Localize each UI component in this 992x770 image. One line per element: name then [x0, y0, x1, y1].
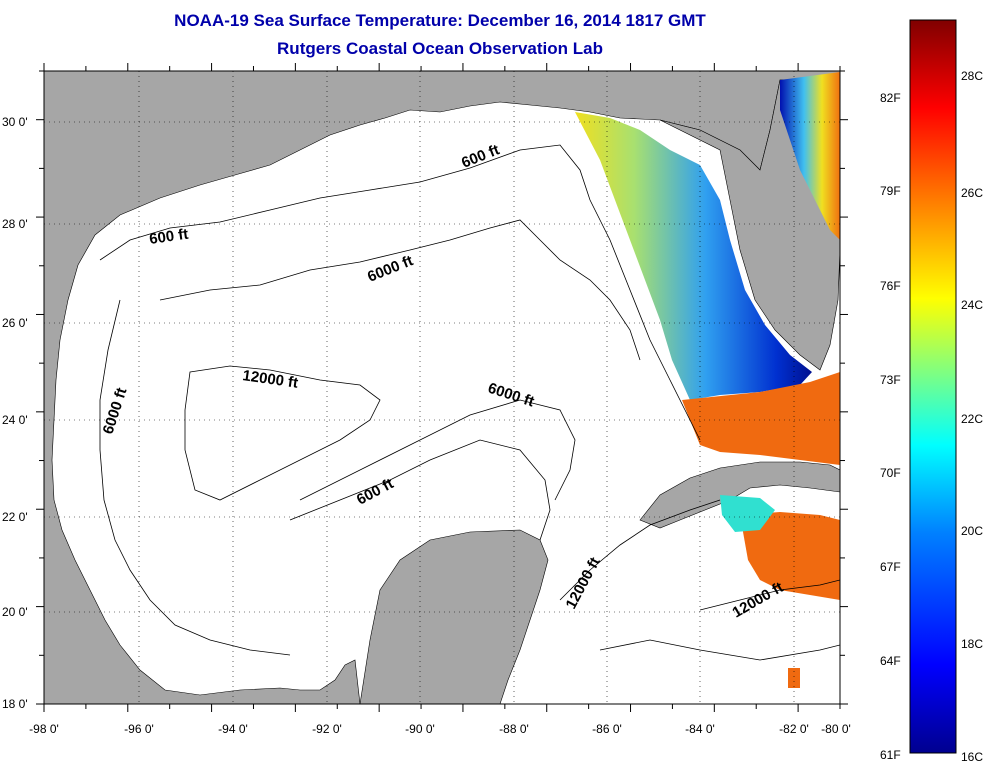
land-us-mexico — [44, 71, 840, 704]
map-frame — [43, 70, 841, 705]
contour-12000ft — [184, 365, 381, 501]
cb-f-61: 61F — [880, 748, 901, 762]
lon-label-86: -86 0' — [592, 722, 622, 736]
contour-caribbean-deep — [599, 639, 840, 661]
map-subtitle: Rutgers Coastal Ocean Observation Lab — [277, 39, 603, 58]
map-area: 600 ft 600 ft 600 ft 6000 ft 6000 ft 600… — [44, 71, 840, 704]
cb-f-76: 76F — [880, 279, 901, 293]
lat-label-20: 20 0' — [2, 605, 28, 619]
lat-label-22: 22 0' — [2, 510, 28, 524]
contour-label-600-b: 600 ft — [148, 226, 189, 248]
contour-600ft-south — [289, 439, 551, 541]
lat-label-30: 30 0' — [2, 115, 28, 129]
bathymetry-contours — [99, 144, 840, 661]
contour-12000ft-east — [559, 499, 721, 601]
cb-c-22: 22C — [961, 412, 983, 426]
graticule — [44, 71, 840, 704]
lon-label-96: -96 0' — [124, 722, 154, 736]
cb-c-28: 28C — [961, 69, 983, 83]
cb-f-67: 67F — [880, 560, 901, 574]
sst-atlantic — [780, 72, 840, 240]
cb-c-24: 24C — [961, 298, 983, 312]
cb-f-82: 82F — [880, 91, 901, 105]
sst-caribbean-warm — [740, 512, 840, 600]
lat-label-26: 26 0' — [2, 316, 28, 330]
sst-caribbean-cool — [720, 495, 775, 532]
contour-6000ft-west — [99, 299, 291, 656]
contour-6000ft-north — [159, 219, 641, 361]
longitude-labels: -98 0' -96 0' -94 0' -92 0' -90 0' -88 0… — [29, 722, 851, 736]
cb-f-64: 64F — [880, 654, 901, 668]
lon-label-94: -94 0' — [218, 722, 248, 736]
cb-f-73: 73F — [880, 373, 901, 387]
lon-label-98: -98 0' — [29, 722, 59, 736]
contour-600ft-north — [99, 144, 701, 441]
axis-ticks — [36, 63, 848, 712]
cb-f-70: 70F — [880, 466, 901, 480]
colorbar-fahrenheit-labels: 82F 79F 76F 73F 70F 67F 64F 61F — [880, 91, 901, 762]
lat-label-18: 18 0' — [2, 697, 28, 711]
lon-label-90: -90 0' — [405, 722, 435, 736]
lon-label-92: -92 0' — [312, 722, 342, 736]
latitude-labels: 30 0' 28 0' 26 0' 24 0' 22 0' 20 0' 18 0… — [2, 115, 28, 711]
cb-c-16: 16C — [961, 750, 983, 764]
cb-f-79: 79F — [880, 184, 901, 198]
map-title: NOAA-19 Sea Surface Temperature: Decembe… — [174, 11, 706, 30]
lon-label-82: -82 0' — [779, 722, 809, 736]
lat-label-24: 24 0' — [2, 413, 28, 427]
colorbar-celsius-labels: 28C 26C 24C 22C 20C 18C 16C — [961, 69, 983, 764]
sst-straits-warm — [682, 372, 840, 465]
cb-c-26: 26C — [961, 186, 983, 200]
colorbar — [909, 19, 957, 754]
lat-label-28: 28 0' — [2, 217, 28, 231]
contour-6000ft-south — [299, 399, 576, 501]
land-cuba — [639, 461, 840, 529]
lon-label-80: -80 0' — [821, 722, 851, 736]
lon-label-88: -88 0' — [499, 722, 529, 736]
cb-c-20: 20C — [961, 524, 983, 538]
sst-eastern-gulf — [575, 112, 812, 400]
contour-12000ft-caribbean — [699, 579, 840, 611]
cb-c-18: 18C — [961, 637, 983, 651]
sst-patch-south — [788, 668, 800, 688]
lon-label-84: -84 0' — [685, 722, 715, 736]
